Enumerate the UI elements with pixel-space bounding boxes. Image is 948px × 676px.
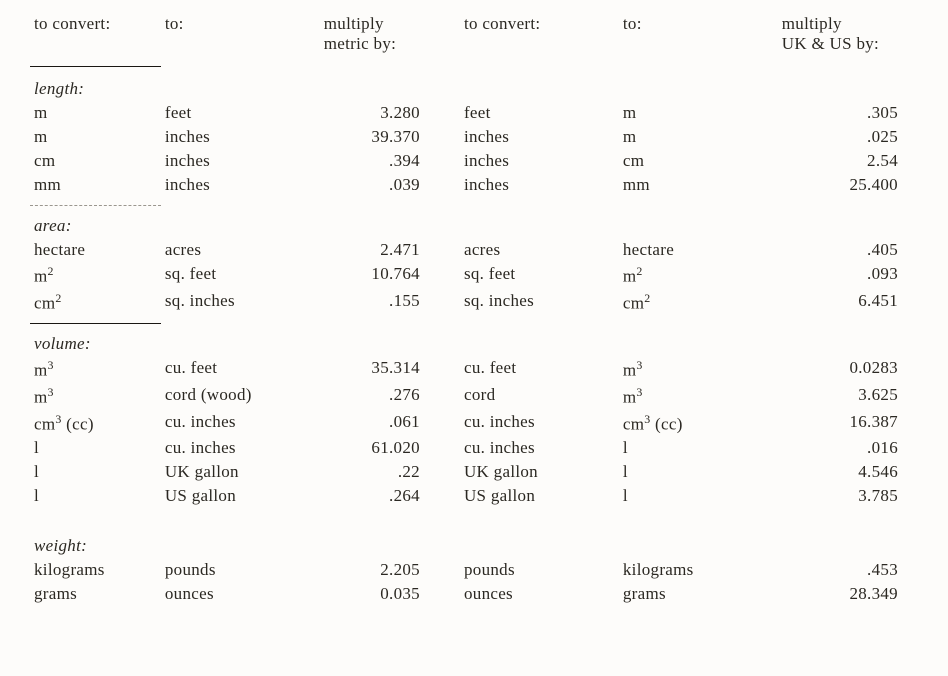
conversion-table: to convert: to: multiply metric by: to c… — [30, 12, 918, 606]
section-label-volume: volume: — [30, 330, 161, 356]
col-header-to-imperial: to: — [161, 12, 320, 62]
table-row: cm2 sq. inches .155 sq. inches cm2 6.451 — [30, 289, 918, 316]
table-row: m inches 39.370 inches m .025 — [30, 125, 918, 149]
table-row: m3 cu. feet 35.314 cu. feet m3 0.0283 — [30, 356, 918, 383]
col-header-multiply-ukus: multiply UK & US by: — [778, 12, 918, 62]
table-row: cm3 (cc) cu. inches .061 cu. inches cm3 … — [30, 410, 918, 437]
table-row: m3 cord (wood) .276 cord m3 3.625 — [30, 383, 918, 410]
col-header-multiply-metric: multiply metric by: — [320, 12, 460, 62]
table-row: l cu. inches 61.020 cu. inches l .016 — [30, 436, 918, 460]
table-row: kilograms pounds 2.205 pounds kilograms … — [30, 558, 918, 582]
col-header-from-imperial: to convert: — [460, 12, 619, 62]
header-row: to convert: to: multiply metric by: to c… — [30, 12, 918, 62]
table-row: grams ounces 0.035 ounces grams 28.349 — [30, 582, 918, 606]
col-header-from-metric: to convert: — [30, 12, 161, 62]
table-row: l UK gallon .22 UK gallon l 4.546 — [30, 460, 918, 484]
table-row: hectare acres 2.471 acres hectare .405 — [30, 238, 918, 262]
section-volume: volume: — [30, 330, 918, 356]
section-area: area: — [30, 212, 918, 238]
section-length: length: — [30, 75, 918, 101]
section-weight: weight: — [30, 532, 918, 558]
section-label-weight: weight: — [30, 532, 161, 558]
table-row: m2 sq. feet 10.764 sq. feet m2 .093 — [30, 262, 918, 289]
table-row: l US gallon .264 US gallon l 3.785 — [30, 484, 918, 508]
section-label-area: area: — [30, 212, 161, 238]
table-row: mm inches .039 inches mm 25.400 — [30, 173, 918, 197]
col-header-to-metric: to: — [619, 12, 778, 62]
section-label-length: length: — [30, 75, 161, 101]
table-row: m feet 3.280 feet m .305 — [30, 101, 918, 125]
table-row: cm inches .394 inches cm 2.54 — [30, 149, 918, 173]
